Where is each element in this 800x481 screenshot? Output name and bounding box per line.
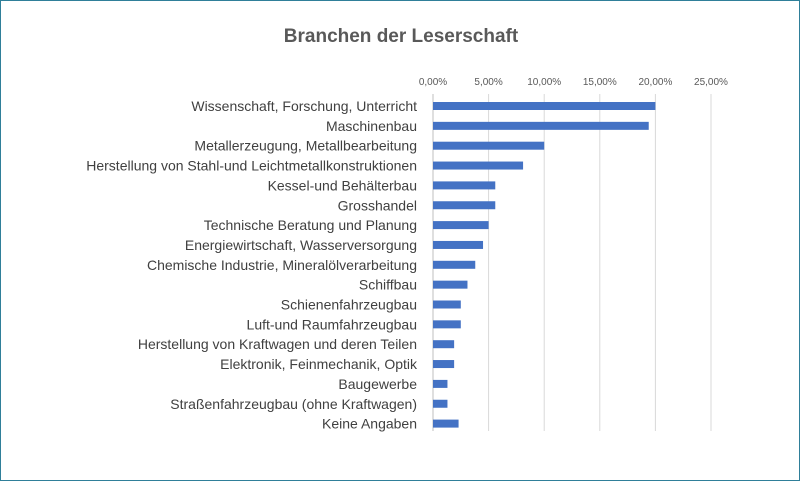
x-tick-label: 20,00%	[638, 77, 672, 88]
category-label: Grosshandel	[338, 197, 417, 213]
bar	[433, 121, 649, 130]
category-label: Straßenfahrzeugbau (ohne Kraftwagen)	[170, 396, 417, 412]
x-axis-ticks: 0,00% 5,00% 10,00% 15,00% 20,00% 25,00%	[419, 77, 728, 88]
category-label: Keine Angaben	[322, 416, 417, 432]
bars	[433, 102, 656, 428]
bar	[433, 399, 448, 408]
gridlines	[432, 94, 712, 431]
bar	[433, 181, 496, 190]
bar	[433, 360, 455, 369]
bar	[433, 300, 461, 309]
x-tick-label: 15,00%	[583, 77, 617, 88]
category-label: Energiewirtschaft, Wasserversorgung	[185, 237, 417, 253]
category-label: Luft-und Raumfahrzeugbau	[247, 316, 417, 332]
bar	[433, 240, 484, 249]
category-label: Herstellung von Kraftwagen und deren Tei…	[138, 336, 417, 352]
bar	[433, 260, 476, 269]
category-label: Schiffbau	[359, 277, 417, 293]
bar	[433, 419, 459, 428]
category-label: Baugewerbe	[338, 376, 417, 392]
x-tick-label: 10,00%	[527, 77, 561, 88]
x-tick-label: 5,00%	[474, 77, 502, 88]
bar	[433, 340, 455, 349]
bar	[433, 379, 448, 388]
category-labels: Wissenschaft, Forschung, Unterricht Masch…	[86, 98, 418, 432]
chart-title: Branchen der Leserschaft	[284, 26, 519, 47]
bar	[433, 280, 468, 289]
bar	[433, 102, 656, 110]
bar	[433, 161, 524, 170]
bar	[433, 201, 496, 210]
category-label: Maschinenbau	[326, 118, 417, 134]
category-label: Schienenfahrzeugbau	[281, 297, 417, 313]
x-tick-label: 0,00%	[419, 77, 447, 88]
category-label: Wissenschaft, Forschung, Unterricht	[191, 98, 417, 114]
category-label: Herstellung von Stahl-und Leichtmetallko…	[86, 158, 417, 174]
bar	[433, 221, 489, 230]
bar	[433, 141, 545, 150]
category-label: Kessel-und Behälterbau	[268, 177, 417, 193]
bar	[433, 320, 461, 329]
category-label: Metallerzeugung, Metallbearbeitung	[194, 138, 417, 154]
category-label: Elektronik, Feinmechanik, Optik	[220, 356, 418, 372]
category-label: Technische Beratung und Planung	[204, 217, 417, 233]
x-tick-label: 25,00%	[694, 77, 728, 88]
category-label: Chemische Industrie, Mineralölverarbeitu…	[147, 257, 417, 273]
